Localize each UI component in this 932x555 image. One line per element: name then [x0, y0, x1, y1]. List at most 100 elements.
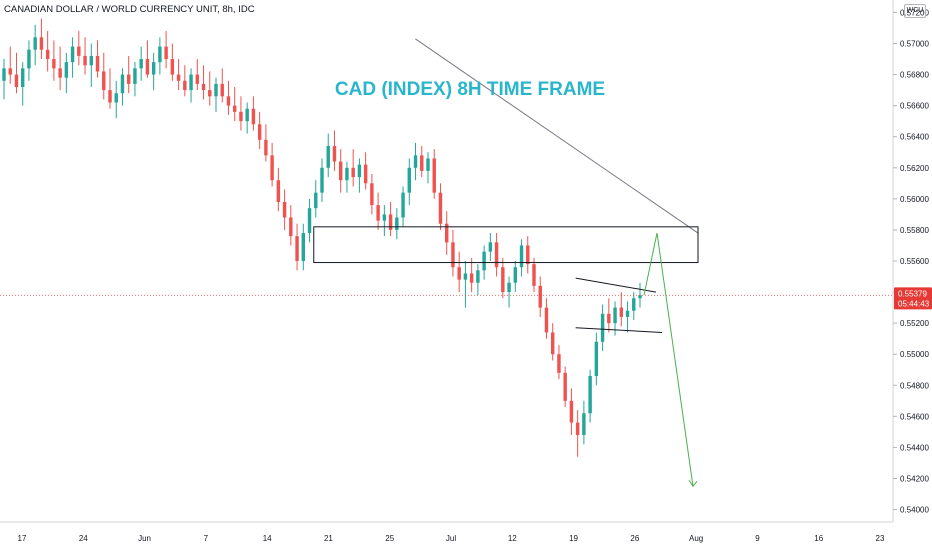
descending-trendline [415, 38, 699, 234]
candle-body [158, 46, 162, 63]
candle-body [20, 68, 25, 87]
candle-body [550, 332, 555, 355]
candle-body [232, 105, 237, 112]
x-tick-label: Jun [138, 534, 151, 543]
candle-body [575, 422, 580, 435]
candle-body [239, 111, 243, 122]
candle-body [214, 83, 218, 97]
candle-body [463, 273, 468, 280]
y-tick-label: 0.56600 [900, 102, 929, 111]
candle-body [569, 400, 574, 423]
candle-body [501, 267, 505, 293]
current-price-countdown: 05:44:43 [898, 299, 930, 308]
candle-body [338, 161, 343, 181]
candle-body [420, 155, 424, 171]
projection-arrowhead [688, 479, 698, 488]
candle-body [89, 55, 94, 66]
candle-body [102, 71, 106, 91]
candle-body [469, 273, 474, 283]
candle-body [120, 74, 125, 94]
candle-body [638, 295, 642, 299]
candle-body [395, 217, 399, 230]
candle-body [357, 164, 362, 178]
candle-body [208, 90, 212, 97]
candle-body [58, 68, 62, 78]
candle-body [557, 354, 561, 373]
y-tick-label: 0.55600 [900, 257, 929, 266]
y-tick-label: 0.55800 [900, 226, 929, 235]
candle-body [388, 214, 393, 230]
candle-body [426, 158, 430, 171]
y-tick-label: 0.56800 [900, 71, 929, 80]
x-tick-label: 21 [324, 534, 333, 543]
candle-body [126, 74, 131, 84]
candle-body [438, 192, 443, 224]
candle-body [245, 108, 249, 122]
x-tick-label: 7 [204, 534, 209, 543]
y-tick-label: 0.55200 [900, 319, 929, 328]
chart-title: CAD (INDEX) 8H TIME FRAME [335, 79, 605, 100]
candle-body [189, 74, 193, 91]
candle-body [295, 236, 299, 261]
candle-body [139, 59, 143, 69]
y-tick-label: 0.54000 [900, 506, 929, 515]
candle-body [619, 307, 624, 317]
candle-body [164, 46, 168, 60]
candle-body [170, 59, 175, 75]
candle-body [282, 201, 287, 218]
candle-body [145, 59, 150, 75]
candle-body [494, 242, 499, 268]
candle-body [526, 245, 530, 265]
candle-body [401, 192, 405, 218]
candle-body [226, 96, 231, 106]
y-tick-label: 0.54200 [900, 475, 929, 484]
candle-body [594, 341, 599, 376]
candle-body [376, 205, 380, 221]
candle-body [345, 167, 349, 181]
candle-body [607, 313, 611, 324]
candle-body [195, 74, 200, 84]
candle-body [151, 62, 156, 75]
candle-body [519, 245, 524, 268]
candle-body [289, 217, 293, 237]
candle-body [33, 37, 37, 50]
y-tick-label: 0.55000 [900, 350, 929, 359]
candle-body [301, 233, 306, 261]
x-tick-label: Aug [689, 534, 703, 543]
candle-body [532, 264, 536, 286]
flag-lower-line [575, 327, 663, 333]
candle-body [544, 307, 549, 333]
candle-body [257, 124, 262, 140]
candle-body [613, 307, 617, 324]
candle-body [332, 146, 337, 162]
candle-body [70, 46, 75, 63]
resistance-zone-box [313, 226, 699, 264]
candle-body [326, 146, 330, 168]
x-tick-label: 14 [263, 534, 272, 543]
flag-upper-line [575, 277, 657, 293]
y-tick-label: 0.56000 [900, 195, 929, 204]
candle-body [482, 251, 486, 271]
candle-body [444, 223, 449, 243]
y-tick-label: 0.54600 [900, 412, 929, 421]
x-tick-label: 25 [385, 534, 394, 543]
projection-path [643, 232, 694, 487]
x-tick-label: 26 [630, 534, 639, 543]
x-tick-label: 24 [79, 534, 88, 543]
candle-body [95, 55, 100, 72]
candle-body [83, 55, 87, 66]
candle-body [264, 139, 268, 156]
candle-body [476, 270, 480, 283]
x-tick-label: 12 [508, 534, 517, 543]
candle-body [45, 49, 50, 60]
candle-body [52, 59, 56, 69]
candle-body [183, 80, 187, 91]
candle-body [176, 74, 181, 81]
candle-body [625, 310, 630, 317]
candle-body [77, 46, 81, 56]
currency-badge[interactable]: WCU [904, 4, 926, 18]
candle-body [457, 267, 461, 280]
x-tick-label: 16 [814, 534, 823, 543]
